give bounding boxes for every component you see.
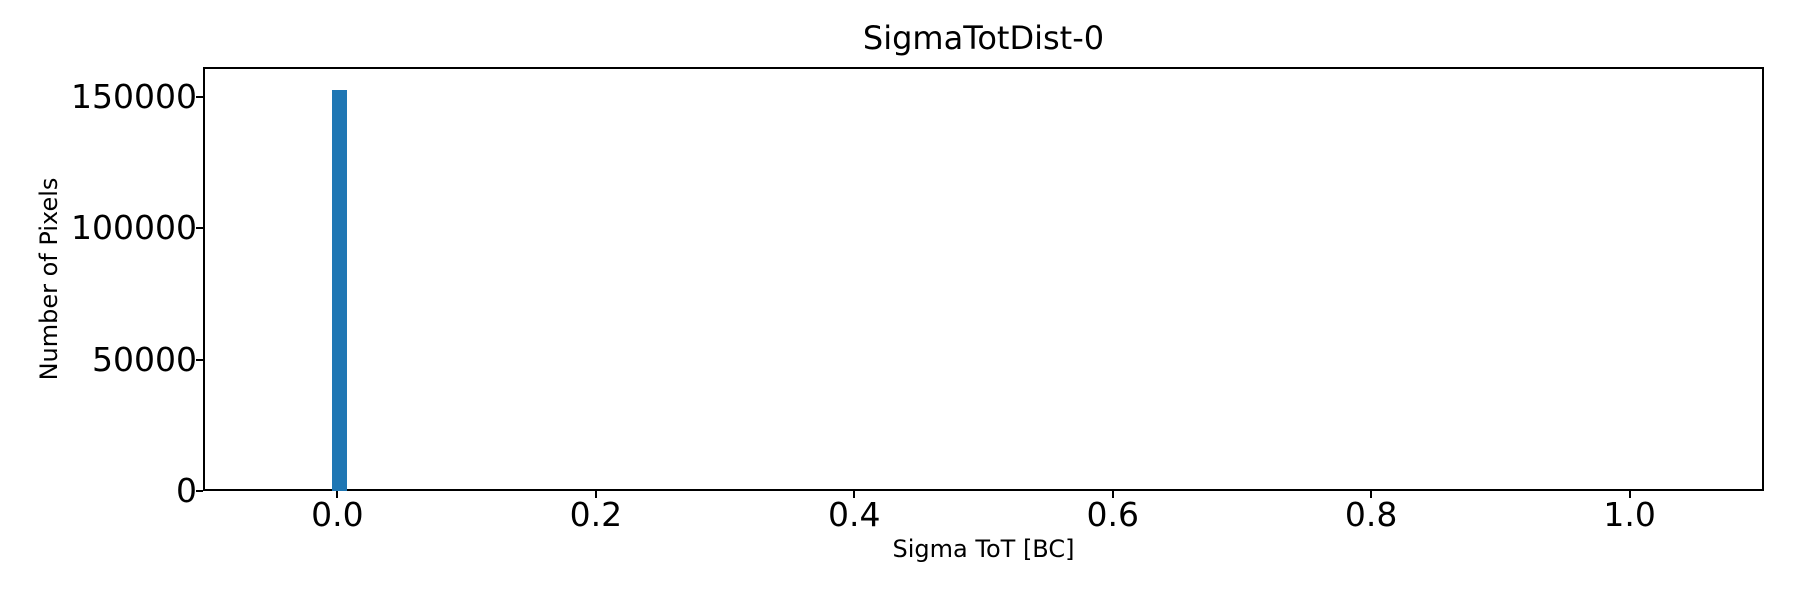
y-axis-label: Number of Pixels <box>34 177 63 381</box>
x-tick-label: 1.0 <box>1603 495 1656 534</box>
y-tick-label: 100000 <box>71 208 197 248</box>
x-tick-mark <box>336 491 339 498</box>
y-tick-mark <box>196 358 203 361</box>
y-tick-mark <box>196 490 203 492</box>
x-tick-label: 0.8 <box>1344 495 1398 534</box>
x-tick-label: 0.4 <box>828 495 881 534</box>
x-axis-label: Sigma ToT [BC] <box>892 535 1075 563</box>
x-tick-mark <box>853 491 856 498</box>
x-tick-mark <box>1111 491 1114 498</box>
x-tick-label: 0.6 <box>1086 495 1139 534</box>
x-tick-label: 0.0 <box>311 495 364 534</box>
y-tick-label: 150000 <box>71 77 197 117</box>
x-tick-mark <box>1370 491 1373 498</box>
chart-title: SigmaTotDist-0 <box>862 19 1105 57</box>
y-tick-label: 0 <box>176 470 197 510</box>
x-tick-label: 0.2 <box>569 495 623 534</box>
histogram-bar <box>331 90 348 491</box>
plot-area <box>203 67 1764 491</box>
x-tick-mark <box>1628 491 1631 498</box>
y-tick-label: 50000 <box>92 339 197 379</box>
x-tick-mark <box>594 491 597 498</box>
y-tick-mark <box>196 96 203 99</box>
y-tick-mark <box>196 227 203 230</box>
